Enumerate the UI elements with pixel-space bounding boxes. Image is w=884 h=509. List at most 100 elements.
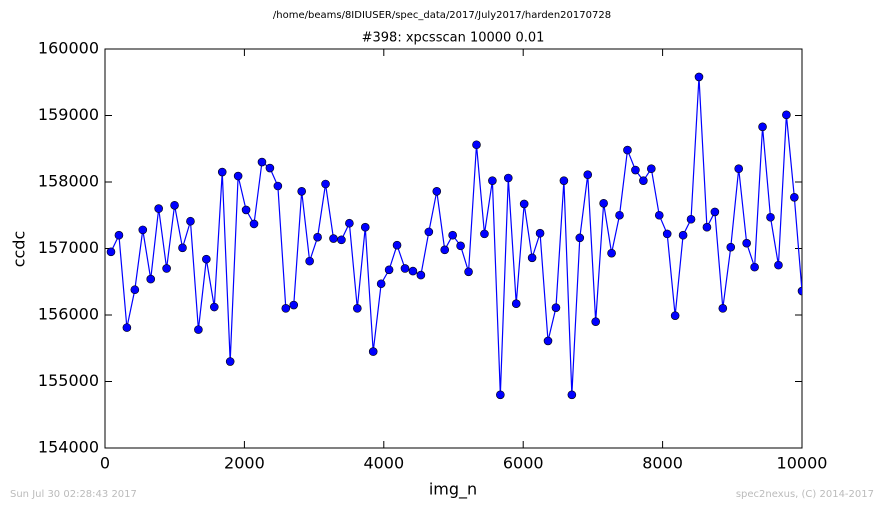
footer-left: Sun Jul 30 02:28:43 2017: [10, 489, 137, 500]
data-point: [702, 222, 712, 232]
data-point: [329, 234, 338, 243]
data-point: [321, 179, 330, 189]
data-point: [797, 286, 802, 296]
data-point: [265, 163, 275, 173]
data-point: [337, 235, 346, 245]
data-point: [519, 199, 529, 209]
data-point: [456, 241, 465, 251]
data-point: [281, 304, 291, 313]
data-point: [782, 110, 791, 120]
data-point: [488, 176, 497, 185]
data-point: [424, 227, 434, 237]
data-point: [472, 140, 481, 150]
data-point: [734, 164, 744, 173]
data-point: [464, 267, 473, 277]
y-tick-label: 160000: [38, 39, 99, 58]
data-point: [170, 200, 179, 210]
y-axis-label: ccdc: [10, 231, 29, 268]
data-point: [774, 260, 783, 270]
x-tick-label: 4000: [363, 454, 404, 473]
data-point: [639, 176, 648, 185]
y-tick-label: 159000: [38, 105, 99, 124]
data-point: [718, 304, 728, 313]
data-point: [599, 198, 608, 208]
y-tick-label: 158000: [38, 172, 99, 191]
data-point: [273, 181, 283, 191]
data-point: [583, 170, 593, 179]
chart-title: #398: xpcsscan 10000 0.01: [362, 31, 545, 46]
data-point: [575, 233, 585, 243]
data-point: [202, 254, 211, 264]
data-point: [114, 230, 124, 240]
data-point: [209, 302, 219, 312]
data-point: [130, 285, 140, 295]
data-point: [353, 304, 362, 313]
data-point: [686, 214, 696, 224]
data-point: [138, 225, 148, 235]
data-point: [631, 165, 640, 175]
data-point: [146, 274, 156, 284]
x-tick-label: 8000: [642, 454, 683, 473]
data-point: [416, 270, 426, 280]
data-point: [384, 265, 394, 275]
data-point: [313, 232, 322, 242]
data-point: [750, 262, 759, 272]
data-point: [551, 303, 561, 312]
data-point: [758, 122, 767, 132]
data-point: [249, 219, 259, 229]
data-point: [154, 204, 163, 213]
data-point: [217, 167, 227, 177]
data-point: [289, 300, 299, 310]
data-point: [710, 207, 720, 217]
data-point: [368, 347, 378, 356]
data-point: [527, 253, 537, 263]
data-point: [623, 145, 632, 155]
data-point: [194, 325, 203, 334]
data-point: [790, 192, 799, 202]
data-point: [257, 157, 267, 167]
data-point: [297, 187, 306, 196]
data-point: [400, 264, 410, 273]
chart-suptitle: /home/beams/8IDIUSER/spec_data/2017/July…: [273, 10, 611, 21]
data-point: [766, 212, 775, 222]
data-point: [162, 264, 171, 273]
data-point: [647, 164, 656, 173]
data-point: [607, 248, 616, 258]
x-tick-label: 6000: [503, 454, 544, 473]
data-point: [186, 216, 195, 226]
data-point: [543, 336, 553, 346]
data-point: [122, 323, 132, 332]
x-axis-label: img_n: [429, 480, 477, 500]
data-point: [694, 72, 704, 82]
data-point: [225, 357, 235, 366]
data-point: [591, 317, 600, 326]
data-point: [106, 247, 116, 257]
data-point: [535, 228, 545, 238]
data-point: [345, 218, 354, 228]
y-tick-label: 155000: [38, 371, 99, 390]
x-tick-label: 0: [100, 454, 110, 473]
data-point: [392, 240, 402, 250]
data-point: [178, 243, 187, 253]
data-point: [726, 242, 736, 252]
data-point: [742, 238, 751, 248]
data-point: [480, 229, 489, 239]
data-point: [503, 173, 513, 183]
data-point: [615, 210, 624, 220]
data-point: [432, 187, 442, 196]
data-point: [305, 256, 314, 266]
y-tick-label: 157000: [38, 238, 99, 257]
data-point: [241, 205, 251, 215]
data-point: [567, 390, 577, 400]
data-point: [670, 311, 680, 320]
data-point: [511, 299, 521, 308]
footer-right: spec2nexus, (C) 2014-2017: [736, 489, 874, 500]
y-tick-label: 154000: [38, 438, 99, 457]
data-point: [360, 222, 370, 232]
data-point: [678, 230, 688, 240]
data-line: [110, 76, 802, 395]
x-tick-label: 2000: [224, 454, 265, 473]
data-point: [376, 279, 386, 289]
